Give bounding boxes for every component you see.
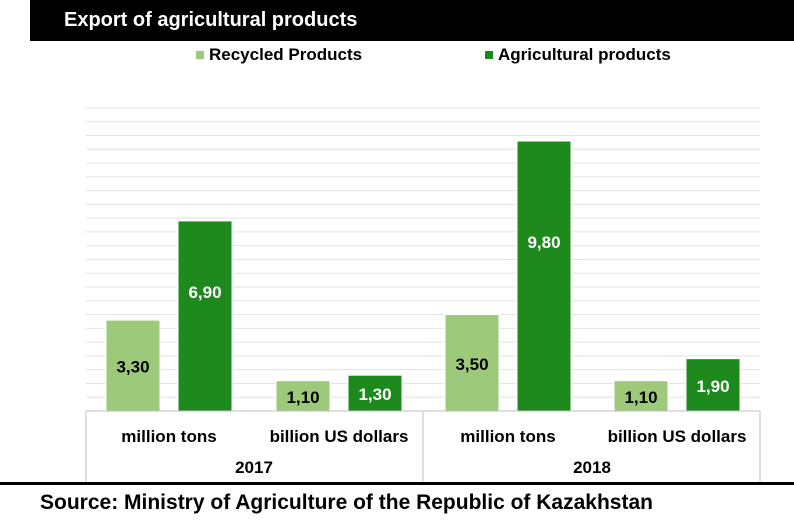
year-group-label: 2017 bbox=[235, 458, 273, 477]
category-tick-label: million tons bbox=[121, 427, 216, 446]
bar bbox=[613, 380, 669, 412]
title-bar: Export of agricultural products bbox=[30, 0, 794, 41]
bar bbox=[685, 358, 741, 412]
legend-swatch-agricultural bbox=[485, 51, 493, 59]
legend-label-recycled: Recycled Products bbox=[209, 45, 363, 64]
category-tick-label: million tons bbox=[460, 427, 555, 446]
data-label: 1,10 bbox=[624, 388, 657, 407]
data-label: 9,80 bbox=[527, 233, 560, 252]
source-note: Source: Ministry of Agriculture of the R… bbox=[40, 491, 653, 514]
bar bbox=[105, 319, 161, 412]
bar bbox=[177, 220, 233, 412]
data-label: 1,90 bbox=[696, 377, 729, 396]
data-label: 3,30 bbox=[116, 358, 149, 377]
year-group-label: 2018 bbox=[573, 458, 611, 477]
bar bbox=[516, 140, 572, 412]
data-label: 3,50 bbox=[455, 355, 488, 374]
legend-swatch-recycled bbox=[196, 51, 204, 59]
divider-line bbox=[0, 482, 794, 485]
bar bbox=[444, 314, 500, 412]
data-label: 1,30 bbox=[358, 385, 391, 404]
category-tick-label: billion US dollars bbox=[270, 427, 409, 446]
legend-item-agricultural: Agricultural products bbox=[485, 44, 671, 66]
legend-item-recycled: Recycled Products bbox=[196, 44, 362, 66]
data-label: 1,10 bbox=[286, 388, 319, 407]
bar bbox=[275, 380, 331, 412]
data-label: 6,90 bbox=[188, 283, 221, 302]
chart-title: Export of agricultural products bbox=[64, 9, 358, 31]
category-tick-label: billion US dollars bbox=[608, 427, 747, 446]
legend-label-agricultural: Agricultural products bbox=[498, 45, 671, 64]
